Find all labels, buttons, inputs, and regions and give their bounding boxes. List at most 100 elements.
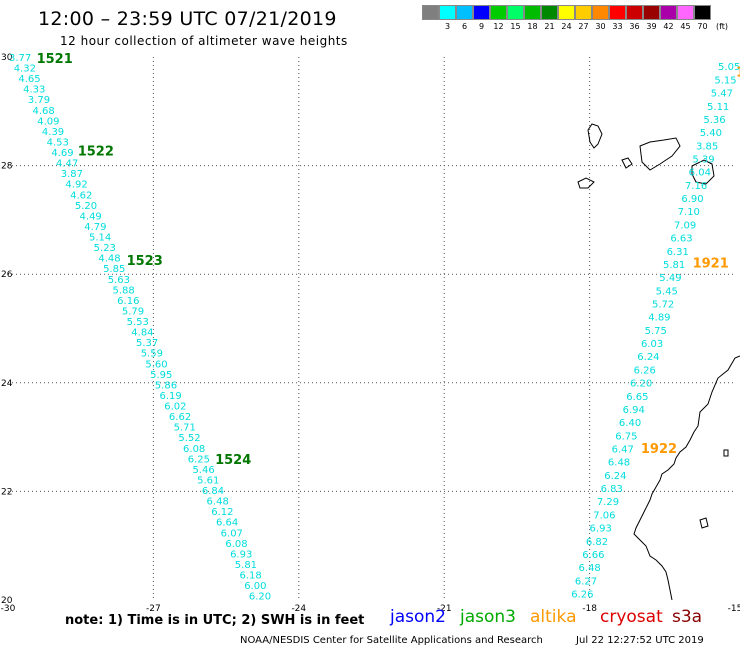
pass-number-label: 1522: [78, 144, 114, 159]
lon-tick-label: -15: [728, 604, 740, 614]
swh-value: 5.53: [127, 317, 149, 328]
island-small-2: [723, 449, 729, 457]
swh-value: 4.84: [131, 328, 153, 339]
swh-value: 6.04: [689, 168, 711, 179]
satellite-legend-cryosat: cryosat: [600, 607, 663, 627]
swh-value: 4.68: [33, 106, 55, 117]
legend-label: 9: [478, 22, 485, 31]
map-subtitle: 12 hour collection of altimeter wave hei…: [60, 34, 348, 48]
swh-value: 4.79: [84, 222, 106, 233]
pass-number-label: 1921: [693, 256, 729, 271]
legend-swatch: [507, 5, 524, 20]
island-la-palma: [587, 123, 603, 149]
lon-tick-label: -18: [582, 604, 597, 614]
legend-label: 30: [595, 22, 606, 31]
legend-label: 15: [510, 22, 521, 31]
swh-value: 5.95: [150, 370, 172, 381]
swh-value: 6.66: [582, 550, 604, 561]
swh-value: 6.07: [221, 528, 243, 539]
swh-value: 4.89: [648, 313, 670, 324]
satellite-legend-jason2: jason2: [390, 607, 446, 627]
swh-value: 6.82: [586, 537, 608, 548]
swh-value: 5.79: [122, 306, 144, 317]
swh-value: 6.16: [117, 296, 139, 307]
swh-value: 5.49: [659, 273, 681, 284]
swh-value: 6.40: [619, 418, 641, 429]
swh-value: 6.20: [249, 592, 271, 603]
legend-swatch: [626, 5, 643, 20]
legend-swatch: [541, 5, 558, 20]
swh-value: 6.24: [637, 352, 659, 363]
swh-value: 6.03: [641, 339, 663, 350]
swh-value: 6.64: [216, 518, 238, 529]
legend-label: 70: [697, 22, 708, 31]
swh-value: 7.09: [674, 220, 696, 231]
swh-value: 6.84: [202, 486, 224, 497]
legend-label: 42: [663, 22, 674, 31]
satellite-legend-altika: altika: [530, 607, 577, 627]
swh-value: 6.25: [188, 454, 210, 465]
lat-tick-label: 24: [1, 379, 13, 389]
pass-labels: 1521 1522 1523 1524 1921 1922 19: [37, 52, 740, 468]
swh-value: 6.93: [230, 549, 252, 560]
swh-value: 5.81: [663, 260, 685, 271]
credit-line: NOAA/NESDIS Center for Satellite Applica…: [240, 635, 704, 646]
swh-value: 6.08: [183, 444, 205, 455]
legend-swatch: [643, 5, 660, 20]
satellite-legend-jason3: jason3: [460, 607, 516, 627]
swh-value: 3.85: [696, 141, 718, 152]
swh-value: 3.77: [9, 53, 31, 64]
swh-value: 4.92: [65, 180, 87, 191]
lon-tick-label: -27: [146, 604, 161, 614]
swh-value: 5.81: [235, 560, 257, 571]
legend-swatch: [694, 5, 711, 20]
credit-timestamp: Jul 22 12:27:52 UTC 2019: [576, 635, 704, 646]
pass-number-label: 1521: [37, 52, 73, 67]
lat-tick-label: 30: [1, 53, 13, 63]
map-title: 12:00 – 23:59 UTC 07/21/2019: [38, 8, 337, 30]
swh-value: 5.36: [703, 115, 725, 126]
swh-value: 5.11: [707, 102, 729, 113]
swh-value: 4.69: [51, 148, 73, 159]
swh-value: 4.39: [42, 127, 64, 138]
swh-value: 5.52: [178, 433, 200, 444]
legend-swatch: [524, 5, 541, 20]
legend-swatch: [490, 5, 507, 20]
swh-value: 5.20: [75, 201, 97, 212]
swh-value: 6.00: [244, 581, 266, 592]
swh-value: 5.05: [718, 62, 740, 73]
legend-swatch: [575, 5, 592, 20]
island-gomera: [621, 157, 633, 169]
altimeter-tracks: 3.774.324.654.333.794.684.094.394.534.69…: [9, 53, 740, 603]
lon-tick-label: -24: [291, 604, 306, 614]
swh-value: 6.02: [164, 402, 186, 413]
pass-number-label: 1523: [127, 254, 163, 269]
satellite-legend-s3a: s3a: [672, 607, 703, 627]
swh-value: 6.20: [630, 379, 652, 390]
coast-africa: [633, 355, 740, 601]
wave-height-legend: 3 6 9 12 15 18 21 24 27 30 33 36 39 42 45 70 (ft): [422, 5, 733, 31]
lat-tick-label: 28: [1, 162, 13, 172]
legend-label: 6: [461, 22, 468, 31]
pass-number-label: 1524: [215, 453, 251, 468]
legend-swatch: [660, 5, 677, 20]
legend-label: 39: [646, 22, 657, 31]
legend-label: 24: [561, 22, 572, 31]
swh-value: 6.47: [612, 444, 634, 455]
swh-value: 6.19: [160, 391, 182, 402]
credit-text: NOAA/NESDIS Center for Satellite Applica…: [240, 635, 543, 646]
pass-number-label: 1922: [641, 442, 677, 457]
swh-value: 5.63: [108, 275, 130, 286]
swh-value: 5.14: [89, 233, 111, 244]
pass-number-label: 19: [736, 66, 740, 81]
swh-value: 5.39: [692, 155, 714, 166]
lat-tick-label: 26: [1, 270, 13, 280]
swh-value: 5.88: [112, 285, 134, 296]
swh-value: 5.60: [145, 359, 167, 370]
swh-value: 6.12: [211, 507, 233, 518]
legend-swatch: [456, 5, 473, 20]
map-grid: -30 -27 -24 -21 -18 -15 30 28 26 24 22 20: [1, 53, 740, 614]
swh-value: 5.59: [141, 349, 163, 360]
swh-value: 4.65: [18, 74, 40, 85]
swh-value: 5.75: [645, 326, 667, 337]
